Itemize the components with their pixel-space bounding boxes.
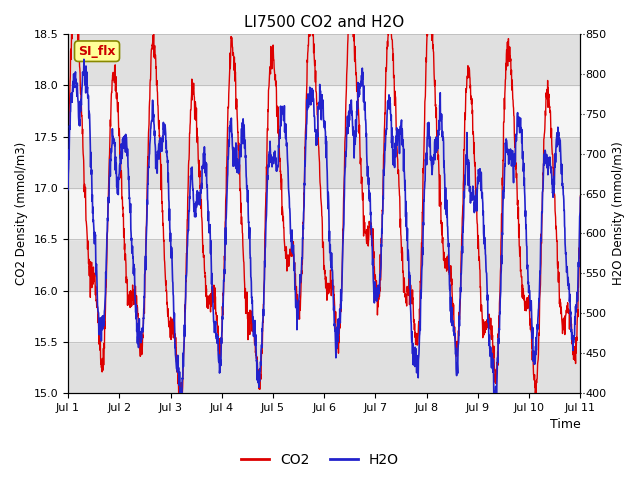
- X-axis label: Time: Time: [550, 419, 580, 432]
- Title: LI7500 CO2 and H2O: LI7500 CO2 and H2O: [244, 15, 404, 30]
- Legend: CO2, H2O: CO2, H2O: [236, 448, 404, 473]
- Bar: [68, 239, 580, 290]
- Bar: [68, 342, 580, 393]
- Bar: [68, 85, 580, 137]
- Y-axis label: CO2 Density (mmol/m3): CO2 Density (mmol/m3): [15, 142, 28, 285]
- Bar: [68, 188, 580, 239]
- Text: SI_flx: SI_flx: [78, 45, 116, 58]
- Bar: [68, 34, 580, 85]
- Y-axis label: H2O Density (mmol/m3): H2O Density (mmol/m3): [612, 142, 625, 286]
- Bar: [68, 137, 580, 188]
- Bar: [68, 290, 580, 342]
